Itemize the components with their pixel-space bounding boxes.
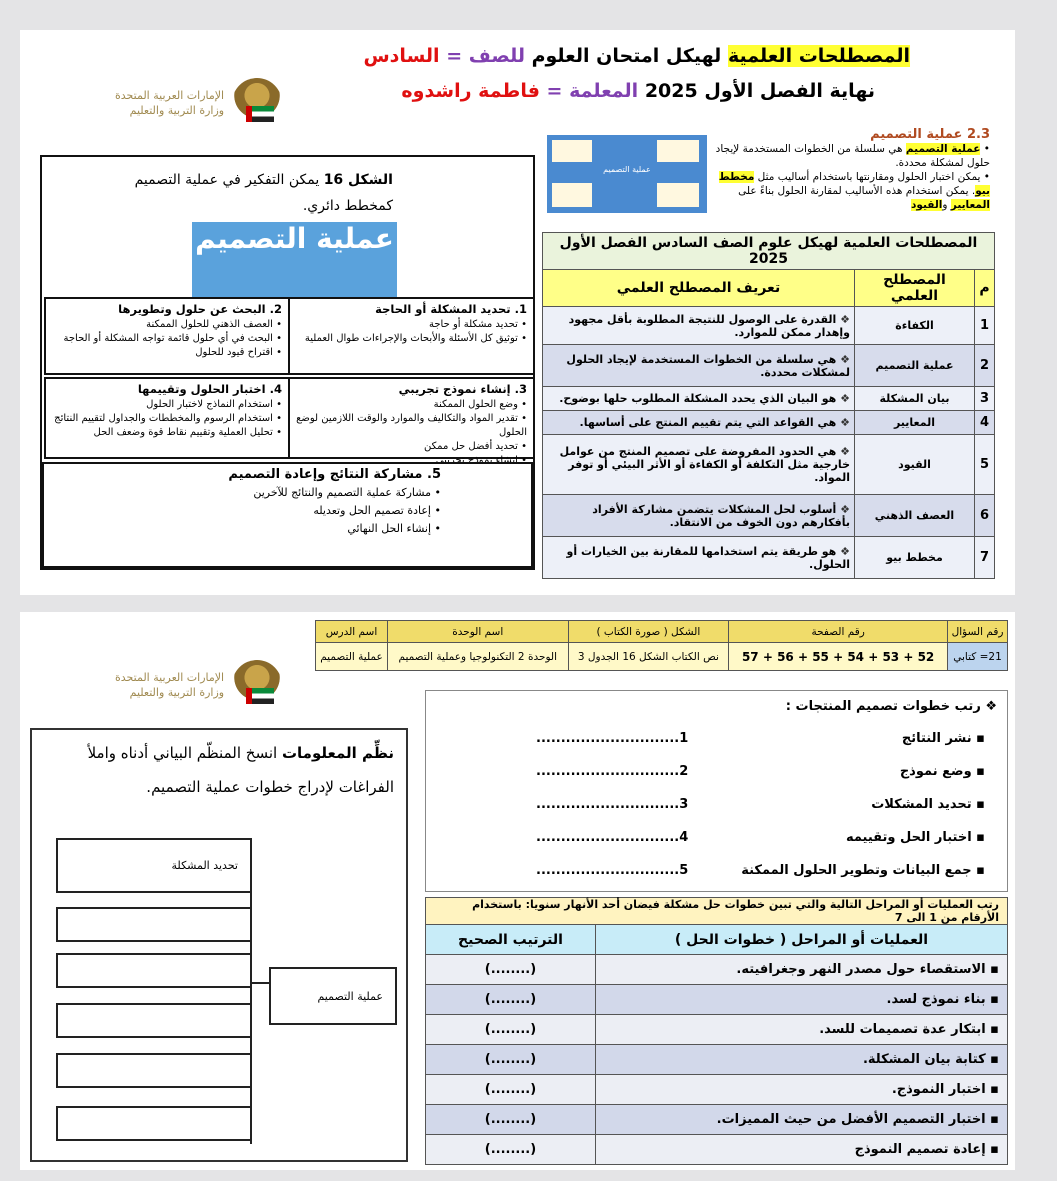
ministry-logo: الإمارات العربية المتحدة وزارة التربية وا… [115, 660, 283, 710]
ordering-item: ▪ تحديد المشكلات 3.......................… [426, 788, 1007, 821]
ordering-item: ▪ اختبار الحل وتقييمه 4..................… [426, 821, 1007, 854]
table-row: 5القيودهي الحدود المفروضة على تصميم المن… [542, 434, 995, 495]
table-row: ▪ اختبار النموذج. (........) [425, 1074, 1008, 1105]
answer-blank[interactable]: (........) [425, 984, 596, 1015]
design-process-figure: الشكل 16 يمكن التفكير في عملية التصميم ك… [40, 155, 535, 570]
ministry-logo: الإمارات العربية المتحدة وزارة التربية وا… [115, 78, 283, 128]
organizer-box-6[interactable] [56, 1106, 252, 1141]
step-3: 3. إنشاء نموذج تجريبيوضع الحلول الممكنةت… [288, 377, 535, 466]
answer-blank[interactable]: 3............................. [536, 797, 689, 812]
item-label: ▪ تحديد المشكلات [871, 797, 985, 812]
table-row: 4المعاييرهي القواعد التي يتم تقييم المنت… [542, 410, 995, 435]
question-info-table: رقم السؤال رقم الصفحة الشكل ( صورة الكتاب … [315, 620, 1008, 671]
answer-blank[interactable]: (........) [425, 954, 596, 985]
organizer-box-5[interactable] [56, 1053, 252, 1088]
item-label: ▪ وضع نموذج [899, 764, 985, 779]
uae-emblem-icon [232, 660, 283, 710]
table-row: ▪ إعادة تصميم النموذج (........) [425, 1134, 1008, 1165]
table-row: ▪ الاستقصاء حول مصدر النهر وجغرافيته. (..… [425, 954, 1008, 985]
ordering-question: ❖ رتب خطوات تصميم المنتجات : ▪ نشر النتا… [425, 690, 1008, 892]
textbook-excerpt: 2.3 عملية التصميم • عملية التصميم هي سلس… [715, 127, 990, 211]
answer-blank[interactable]: 5............................. [536, 863, 689, 878]
ordering-item: ▪ جمع البيانات وتطوير الحلول الممكنة 5...… [426, 854, 1007, 887]
organizer-center-box: عملية التصميم [269, 967, 397, 1025]
terms-table: المصطلحات العلمية لهيكل علوم الصف السادس… [542, 232, 995, 579]
organizer-box-3[interactable] [56, 953, 252, 988]
item-label: ▪ نشر النتائج [901, 731, 985, 746]
answer-blank[interactable]: 4............................. [536, 830, 689, 845]
table-row: 1الكفاءةالقدرة على الوصول للنتيجة المطلو… [542, 306, 995, 345]
step-5: 5. مشاركة النتائج وإعادة التصميممشاركة ع… [42, 462, 533, 568]
answer-blank[interactable]: 1............................. [536, 731, 689, 746]
page-title: المصطلحات العلمية لهيكل امتحان العلوم لل… [363, 45, 910, 67]
graphic-organizer: نظِّم المعلومات انسخ المنظّم البياني أدن… [30, 728, 408, 1162]
connector-line [250, 982, 270, 984]
answer-blank[interactable]: (........) [425, 1134, 596, 1165]
answer-blank[interactable]: (........) [425, 1014, 596, 1045]
answer-blank[interactable]: (........) [425, 1044, 596, 1075]
organizer-box-1[interactable]: تحديد المشكلة [56, 838, 252, 893]
ordering-item: ▪ وضع نموذج 2............................… [426, 755, 1007, 788]
table-row: ▪ كتابة بيان المشكلة. (........) [425, 1044, 1008, 1075]
flood-steps-table: رتب العمليات أو المراحل التالية والتي تب… [425, 897, 1008, 1165]
item-label: ▪ جمع البيانات وتطوير الحلول الممكنة [741, 863, 985, 878]
step-1: 1. تحديد المشكلة أو الحاجةتحديد مشكلة أو… [288, 297, 535, 375]
organizer-box-4[interactable] [56, 1003, 252, 1038]
answer-blank[interactable]: (........) [425, 1104, 596, 1135]
ordering-item: ▪ نشر النتائج 1..........................… [426, 722, 1007, 755]
step-2: 2. البحث عن حلول وتطويرهاالعصف الذهني لل… [44, 297, 290, 375]
connector-line [250, 848, 252, 1144]
page-subtitle: نهاية الفصل الأول 2025 المعلمة = فاطمة ر… [401, 80, 875, 102]
item-label: ▪ اختبار الحل وتقييمه [845, 830, 985, 845]
table-row: ▪ اختبار التصميم الأفضل من حيث المميزات.… [425, 1104, 1008, 1135]
textbook-thumbnail: عملية التصميم [547, 135, 707, 213]
uae-emblem-icon [232, 78, 283, 128]
table-row: ▪ ابتكار عدة تصميمات للسد. (........) [425, 1014, 1008, 1045]
table-row: ▪ بناء نموذج لسد. (........) [425, 984, 1008, 1015]
step-4: 4. اختبار الحلول وتقييمهااستخدام النماذج… [44, 377, 290, 459]
design-process-banner: عملية التصميم [192, 222, 397, 297]
answer-blank[interactable]: 2............................. [536, 764, 689, 779]
organizer-box-2[interactable] [56, 907, 252, 942]
answer-blank[interactable]: (........) [425, 1074, 596, 1105]
